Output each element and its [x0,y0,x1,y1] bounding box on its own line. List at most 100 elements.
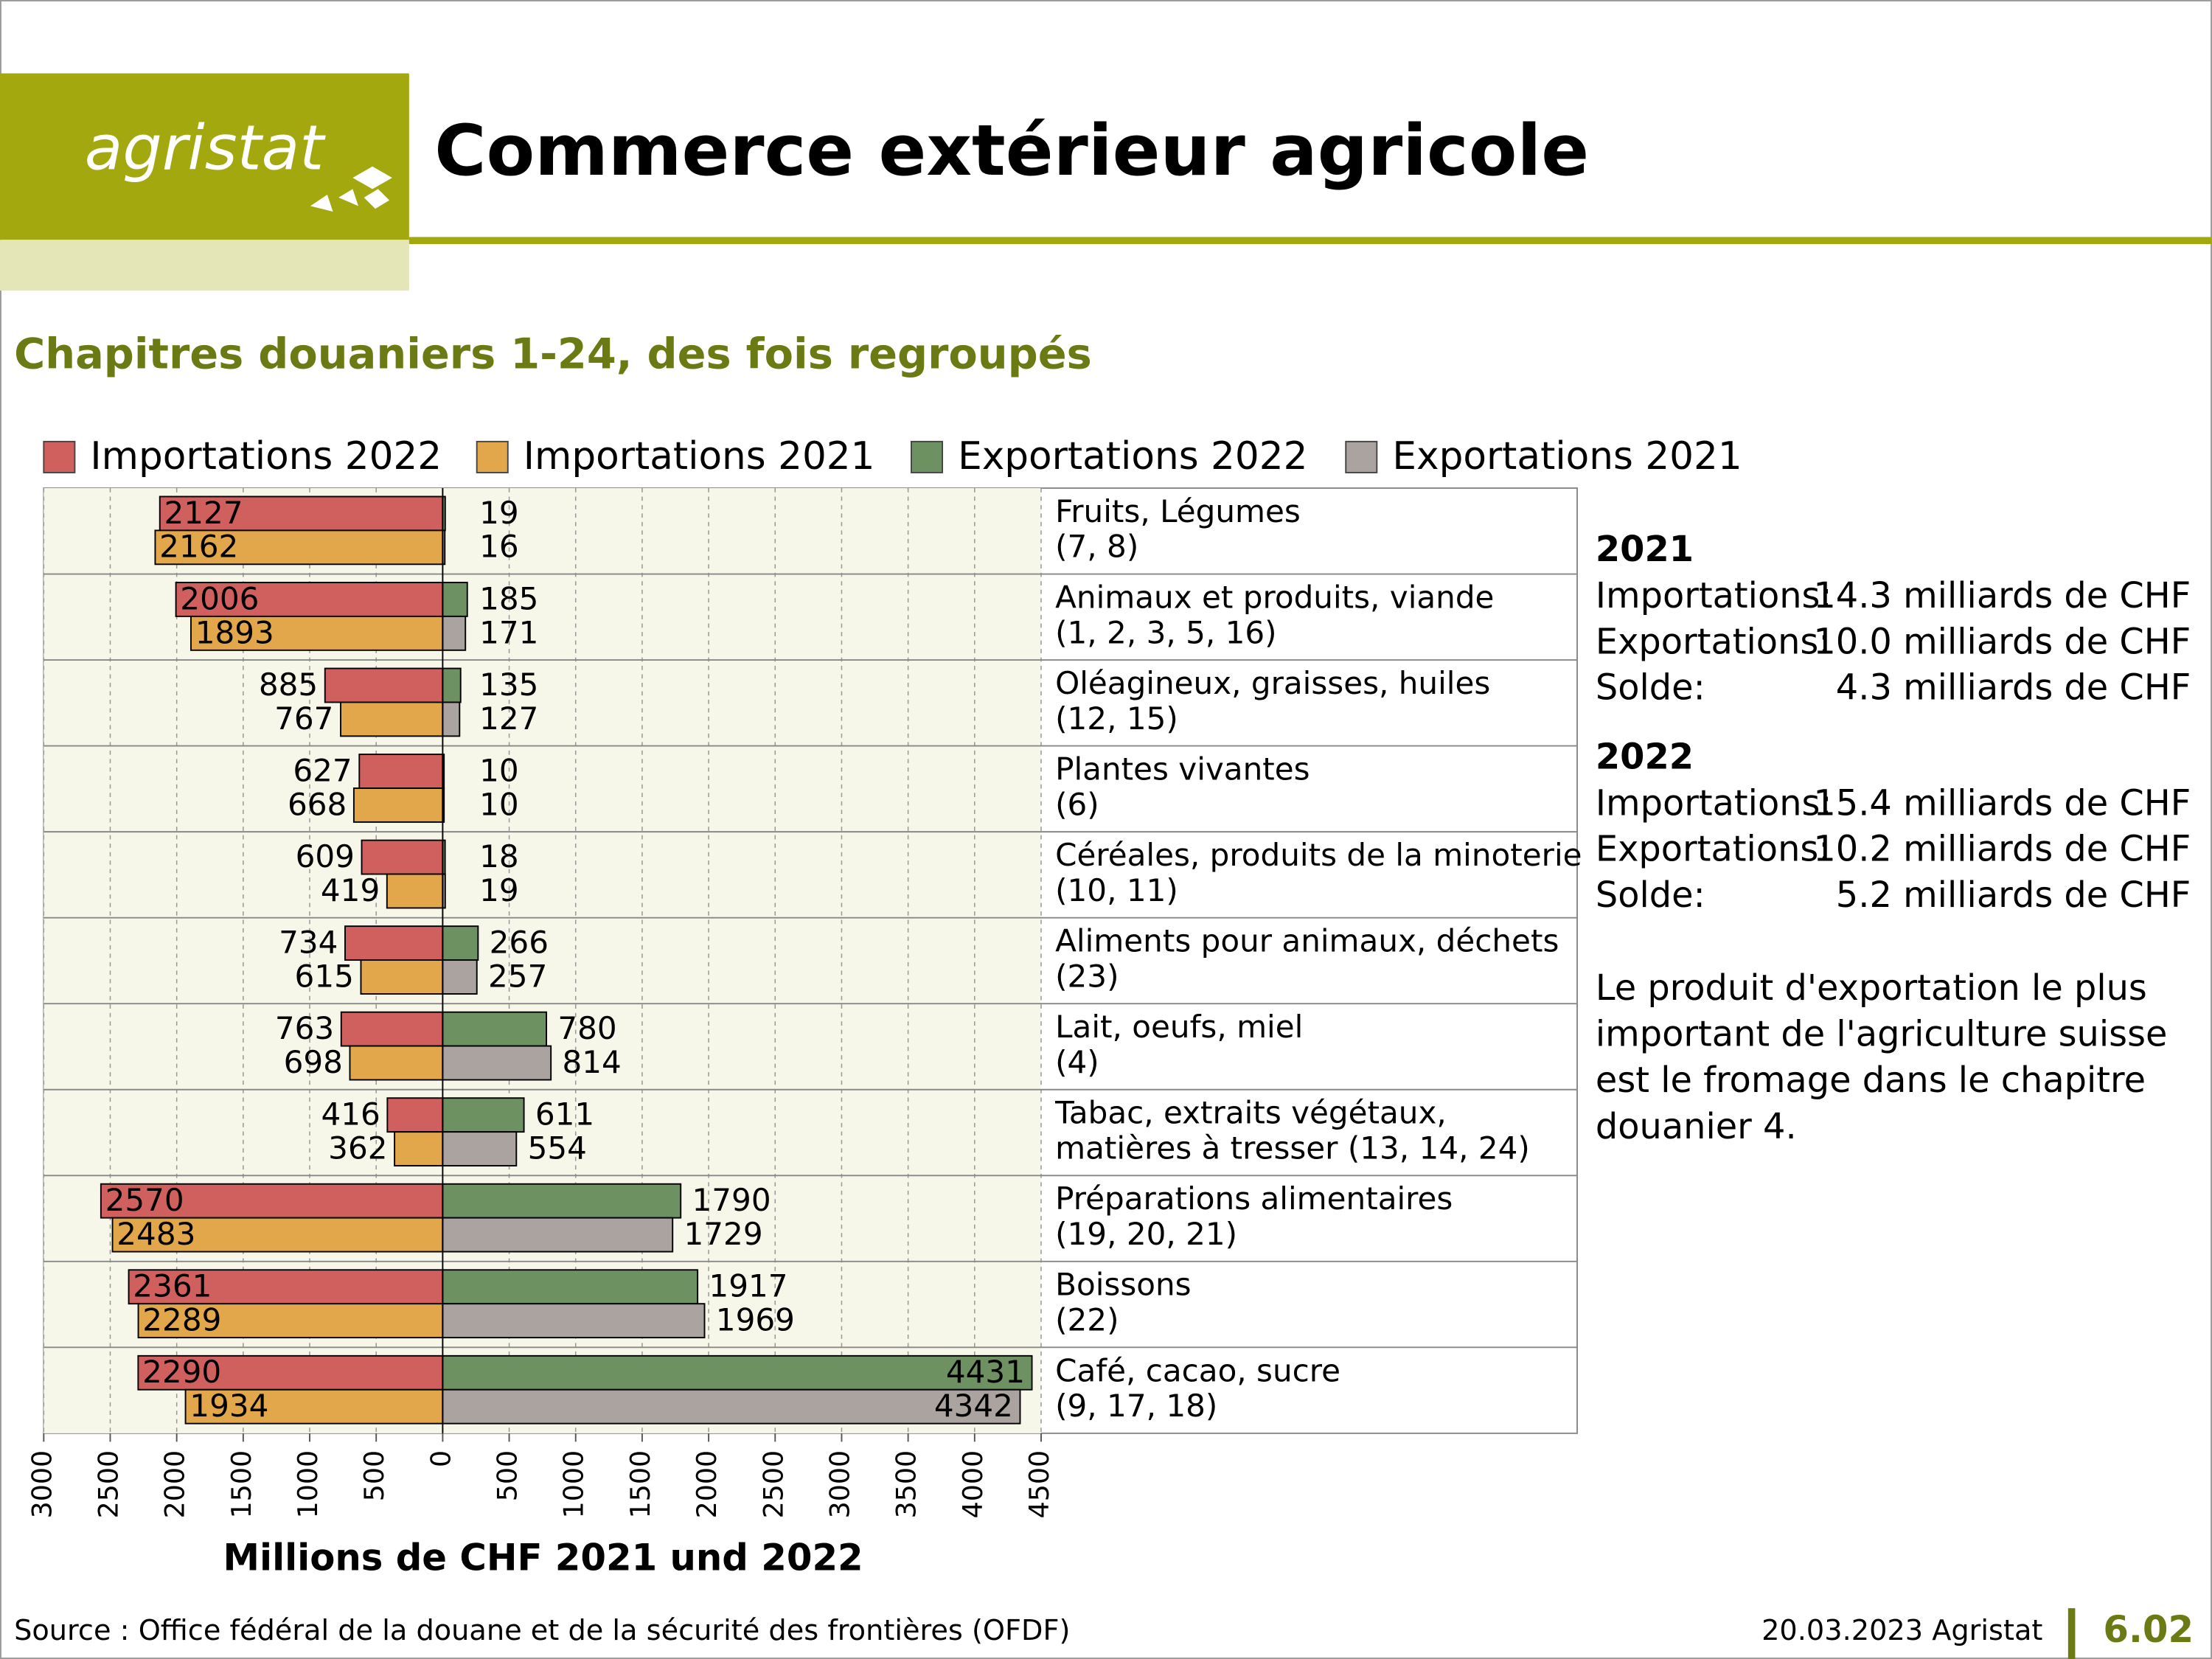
x-tick-label: 500 [492,1450,524,1501]
date: 20.03.2023 Agristat [1761,1614,2042,1647]
category-label: (23) [1055,958,1119,994]
value-label: 1917 [709,1268,787,1304]
value-label: 2127 [164,495,243,531]
x-tick-label: 4500 [1023,1450,1055,1518]
bar [442,1269,699,1305]
value-label: 1893 [195,614,274,650]
value-label: 611 [535,1096,594,1133]
legend-swatch [476,440,509,473]
summary-year: 2022 [1596,737,1694,777]
x-axis-title: Millions de CHF 2021 und 2022 [223,1537,863,1579]
bar [442,1303,706,1339]
logo-block [0,73,409,240]
value-label: 266 [490,925,549,961]
note-line: douanier 4. [1596,1107,1797,1147]
note-line: est le fromage dans le chapitre [1596,1060,2146,1101]
bar [137,1303,444,1339]
summary-label: Exportations: [1596,622,1831,662]
note-line: important de l'agriculture suisse [1596,1015,2168,1055]
bar [184,1388,444,1425]
value-label: 2006 [180,580,259,616]
bar [361,839,444,875]
bar [442,582,468,617]
bar [344,925,444,961]
bar [358,754,444,789]
category-label: (9, 17, 18) [1055,1388,1217,1424]
value-label: 10 [479,752,519,788]
subtitle: Chapitres douaniers 1-24, des fois regro… [14,330,1092,379]
value-label: 885 [259,667,318,703]
value-label: 763 [275,1010,334,1046]
logo-strip [0,240,409,291]
logo-text: agristat [85,112,326,184]
value-label: 419 [321,872,380,908]
bar [352,787,444,823]
summary-label: Importations: [1596,783,1832,824]
value-label: 18 [479,838,519,874]
bar [442,1045,552,1081]
value-label: 2570 [105,1182,184,1218]
category-label: Préparations alimentaires [1055,1180,1453,1217]
bar [442,1354,1033,1391]
note-line: Le produit d'exportation le plus [1596,968,2147,1009]
value-label: 127 [479,700,538,737]
page-title: Commerce extérieur agricole [434,109,1589,192]
value-label: 627 [293,752,352,788]
category-label: matières à tresser (13, 14, 24) [1055,1130,1530,1166]
x-tick-label: 1000 [558,1450,590,1518]
value-label: 2289 [142,1302,221,1338]
value-label: 814 [562,1044,621,1080]
category-label: Fruits, Légumes [1055,493,1301,529]
bar [442,701,461,737]
value-label: 609 [296,838,355,874]
category-label: Plantes vivantes [1055,751,1310,787]
bar [324,667,444,703]
value-label: 185 [479,580,538,616]
summary-label: Solde: [1596,875,1705,916]
x-tick-label: 2500 [757,1450,789,1518]
page-number: 6.02 [2103,1608,2194,1651]
x-tick-label: 4000 [957,1450,989,1518]
category-label: (12, 15) [1055,700,1178,737]
value-label: 2162 [159,529,238,565]
bar [442,1388,1021,1425]
category-label: (6) [1055,786,1099,822]
value-label: 767 [274,700,333,737]
value-label: 1729 [684,1216,763,1252]
summary-value: 10.2 milliards de CHF [1813,830,2191,870]
value-label: 734 [279,925,338,961]
category-label: Boissons [1055,1267,1191,1303]
value-label: 668 [288,786,347,822]
value-label: 16 [479,529,519,565]
bar [442,1011,548,1047]
category-label: (19, 20, 21) [1055,1216,1237,1252]
category-label: Oléagineux, graisses, huiles [1055,665,1490,701]
value-label: 4342 [934,1388,1013,1424]
category-label: Animaux et produits, viande [1055,579,1494,615]
category-label: (7, 8) [1055,529,1138,565]
value-label: 416 [321,1096,380,1133]
value-label: 1934 [189,1388,268,1424]
summary-value: 15.4 milliards de CHF [1813,783,2191,824]
category-label: (4) [1055,1044,1099,1080]
bar [190,615,444,651]
value-label: 1790 [692,1182,771,1218]
value-label: 554 [528,1130,587,1166]
value-label: 2290 [142,1354,221,1390]
bar [386,1097,444,1133]
summary-value: 5.2 milliards de CHF [1836,875,2191,916]
legend-swatch [1345,440,1378,473]
category-label: Aliments pour animaux, déchets [1055,923,1559,959]
bar [442,1217,674,1253]
summary-label: Importations: [1596,576,1832,616]
bar [442,1183,682,1219]
bar [111,1217,444,1253]
legend-swatch [43,440,76,473]
x-tick-label: 500 [358,1450,390,1501]
x-tick-label: 3000 [26,1450,58,1518]
summary-label: Exportations: [1596,830,1831,870]
value-label: 2361 [133,1268,212,1304]
category-label: (1, 2, 3, 5, 16) [1055,614,1276,650]
value-label: 362 [328,1130,387,1166]
